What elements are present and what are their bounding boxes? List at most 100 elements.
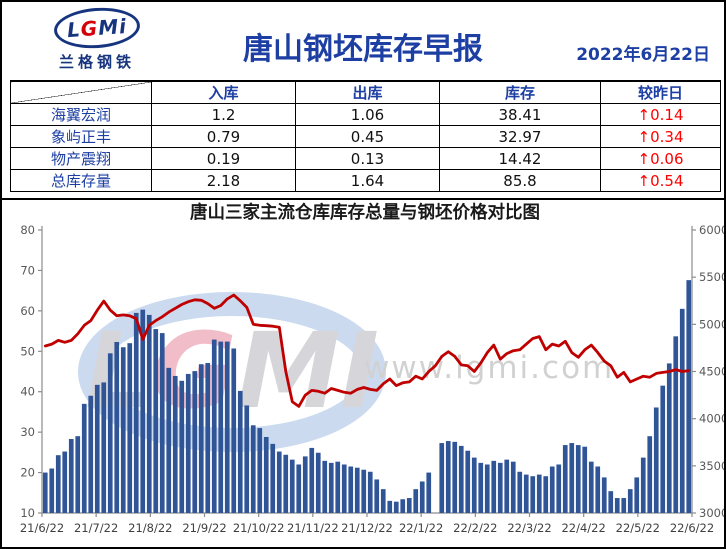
inventory-bar [497, 462, 503, 513]
inventory-bar [68, 439, 74, 513]
left-axis-tick-label: 50 [20, 344, 35, 358]
right-axis-tick-label: 3500 [699, 459, 726, 473]
table-row: 海翼宏润 1.2 1.06 38.41 ↑0.14 [10, 103, 721, 126]
inventory-bar [452, 441, 458, 513]
inventory-bar [510, 461, 516, 513]
x-axis-tick-label: 21/7/22 [74, 521, 118, 535]
inventory-bar [380, 489, 386, 513]
x-axis-tick-label: 22/5/22 [616, 521, 660, 535]
inventory-bar [458, 445, 464, 513]
inventory-bar [172, 375, 178, 513]
right-axis-tick-label: 5000 [699, 317, 726, 331]
left-axis-tick-label: 40 [20, 385, 35, 399]
x-axis-tick-label: 22/2/22 [453, 521, 497, 535]
inventory-bar [439, 443, 445, 513]
stock-value: 14.42 [439, 147, 601, 170]
left-axis-tick-label: 60 [20, 304, 35, 318]
inbound-value: 2.18 [151, 169, 296, 192]
x-axis-tick-label: 22/4/22 [561, 521, 605, 535]
x-axis-tick-label: 22/1/22 [399, 521, 443, 535]
x-axis-tick-label: 21/12/22 [341, 521, 393, 535]
table-header-row: 入库 出库 库存 较昨日 [10, 80, 721, 104]
right-axis-tick-label: 5500 [699, 270, 726, 284]
inventory-bar [231, 348, 237, 513]
inventory-bar [543, 476, 549, 513]
watermark-url-text: www.lgmi.com [364, 350, 614, 386]
chart-section: 唐山三家主流仓库库存总量与钢坯价格对比图 LGMIwww.lgmi.com 10 20… [2, 198, 726, 545]
x-axis-tick-label: 21/9/22 [182, 521, 226, 535]
inventory-bar [166, 367, 172, 513]
right-axis-tick-label: 4000 [699, 412, 726, 426]
inventory-bar [673, 336, 679, 513]
inventory-bar [419, 481, 425, 513]
inventory-bar [192, 371, 198, 513]
inventory-bar [198, 364, 204, 513]
inventory-bar [634, 477, 640, 513]
inventory-bar [471, 457, 477, 513]
inventory-bar [582, 446, 588, 513]
inventory-bar [361, 469, 367, 513]
inventory-bar [348, 466, 354, 513]
inventory-bar [335, 461, 341, 513]
chart-title: 唐山三家主流仓库库存总量与钢坯价格对比图 [190, 202, 540, 223]
inventory-bar [283, 454, 289, 513]
inventory-bar [647, 436, 653, 513]
inventory-bar [88, 395, 94, 513]
outbound-value: 1.06 [295, 103, 440, 126]
inventory-bar [270, 443, 276, 513]
inventory-bar [302, 456, 308, 513]
inventory-bar [159, 333, 165, 513]
inventory-bar [504, 459, 510, 513]
inventory-bar [81, 403, 87, 513]
outbound-value: 0.45 [295, 125, 440, 148]
col-header-outbound: 出库 [295, 80, 440, 104]
change-value: ↑0.06 [600, 147, 721, 170]
inventory-bar [374, 479, 380, 513]
inventory-table: 入库 出库 库存 较昨日 海翼宏润 1.2 1.06 38.41 ↑0.14 象… [10, 80, 721, 192]
inventory-bar [562, 445, 568, 513]
right-axis-tick-label: 3000 [699, 506, 726, 520]
x-axis-tick-label: 21/8/22 [128, 521, 172, 535]
lgmi-logo: LGMi 兰格钢铁 [52, 5, 142, 72]
inventory-bar [530, 476, 536, 513]
left-axis-tick-label: 80 [20, 223, 35, 237]
x-axis-tick-label: 21/6/22 [20, 521, 64, 535]
inventory-bar [315, 452, 321, 513]
inventory-bar [276, 451, 282, 513]
change-value: ↑0.34 [600, 125, 721, 148]
right-axis-tick-label: 4500 [699, 365, 726, 379]
inventory-bar [322, 460, 328, 513]
inventory-bar [185, 373, 191, 513]
inventory-bar [367, 471, 373, 513]
inventory-bar [491, 460, 497, 513]
inventory-bar [387, 500, 393, 513]
inventory-bar [575, 445, 581, 513]
inbound-value: 0.79 [151, 125, 296, 148]
table-row: 象屿正丰 0.79 0.45 32.97 ↑0.34 [10, 125, 721, 148]
inventory-bar [614, 498, 620, 513]
warehouse-name: 总库存量 [10, 169, 152, 192]
outbound-value: 0.13 [295, 147, 440, 170]
right-axis-tick-label: 6000 [699, 223, 726, 237]
inventory-bar [445, 441, 451, 513]
left-axis-tick-label: 70 [20, 263, 35, 277]
inventory-bar [153, 329, 159, 513]
inventory-bar [179, 380, 185, 513]
inventory-bar [413, 489, 419, 513]
inventory-bar [536, 474, 542, 513]
x-axis-tick-label: 22/6/22 [670, 521, 714, 535]
inventory-bar [146, 314, 152, 513]
lgmi-logo-subtitle: 兰格钢铁 [58, 53, 135, 71]
stock-value: 32.97 [439, 125, 601, 148]
warehouse-name: 物产震翔 [10, 147, 152, 170]
inventory-bar [120, 347, 126, 513]
inventory-bar [244, 405, 250, 513]
inbound-value: 0.19 [151, 147, 296, 170]
inventory-bar [42, 472, 48, 513]
inventory-bar [140, 309, 146, 513]
inventory-bar [218, 341, 224, 513]
table-row-total: 总库存量 2.18 1.64 85.8 ↑0.54 [10, 169, 721, 192]
inventory-bar [75, 436, 81, 513]
chart-watermark: LGMIwww.lgmi.com [78, 292, 614, 452]
change-value: ↑0.14 [600, 103, 721, 126]
